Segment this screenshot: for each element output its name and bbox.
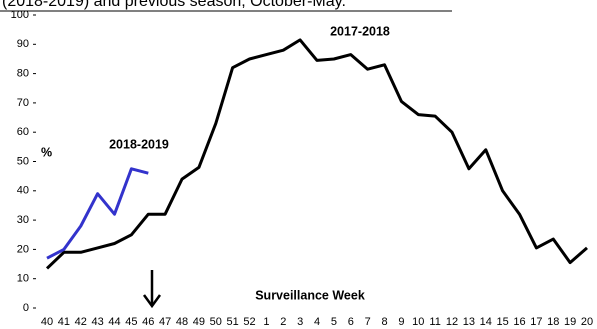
x-tick-label: 9 xyxy=(398,316,404,328)
x-tick-label: 1 xyxy=(263,316,269,328)
x-tick-label: 42 xyxy=(75,316,87,328)
x-tick-label: 20 xyxy=(581,316,593,328)
x-tick-label: 6 xyxy=(348,316,354,328)
chart-title: (2018-2019) and previous season, October… xyxy=(2,0,346,10)
y-tick-label: 30 xyxy=(17,214,29,226)
x-tick-label: 19 xyxy=(564,316,576,328)
x-tick-label: 51 xyxy=(227,316,239,328)
series-label: 2017-2018 xyxy=(330,24,390,38)
y-tick-label: 40 xyxy=(17,185,29,197)
x-tick-label: 15 xyxy=(497,316,509,328)
x-tick-label: 50 xyxy=(210,316,222,328)
y-tick-label: 70 xyxy=(17,97,29,109)
x-tick-label: 41 xyxy=(58,316,70,328)
x-tick-label: 16 xyxy=(513,316,525,328)
x-tick-label: 40 xyxy=(41,316,53,328)
x-tick-label: 45 xyxy=(125,316,137,328)
x-tick-label: 49 xyxy=(193,316,205,328)
x-tick-label: 5 xyxy=(331,316,337,328)
x-tick-label: 18 xyxy=(547,316,559,328)
series-label: 2018-2019 xyxy=(109,137,169,151)
y-tick-label: 10 xyxy=(17,273,29,285)
x-tick-label: 47 xyxy=(159,316,171,328)
x-tick-label: 43 xyxy=(92,316,104,328)
x-tick-label: 8 xyxy=(381,316,387,328)
y-tick-label: 20 xyxy=(17,243,29,255)
x-axis-label: Surveillance Week xyxy=(255,288,365,302)
x-tick-label: 44 xyxy=(108,316,120,328)
x-tick-label: 17 xyxy=(530,316,542,328)
x-tick-label: 11 xyxy=(429,316,440,328)
y-tick-label: 0 xyxy=(23,302,29,314)
y-tick-label: 60 xyxy=(17,126,29,138)
x-tick-label: 12 xyxy=(446,316,458,328)
x-tick-label: 46 xyxy=(142,316,154,328)
y-tick-label: 90 xyxy=(17,38,29,50)
x-tick-label: 7 xyxy=(365,316,371,328)
x-tick-label: 48 xyxy=(176,316,188,328)
x-tick-label: 4 xyxy=(314,316,320,328)
x-tick-label: 14 xyxy=(480,316,492,328)
series-line xyxy=(45,38,588,270)
x-tick-label: 52 xyxy=(243,316,255,328)
x-tick-label: 2 xyxy=(280,316,286,328)
arrow-head xyxy=(142,294,162,309)
y-tick-label: 50 xyxy=(17,155,29,167)
y-tick-label: 100 xyxy=(11,9,29,21)
x-tick-label: 10 xyxy=(412,316,424,328)
x-tick-label: 3 xyxy=(297,316,303,328)
series-line xyxy=(46,167,149,260)
y-axis-label: % xyxy=(41,145,52,159)
x-tick-label: 13 xyxy=(463,316,475,328)
y-tick-label: 80 xyxy=(17,68,29,80)
